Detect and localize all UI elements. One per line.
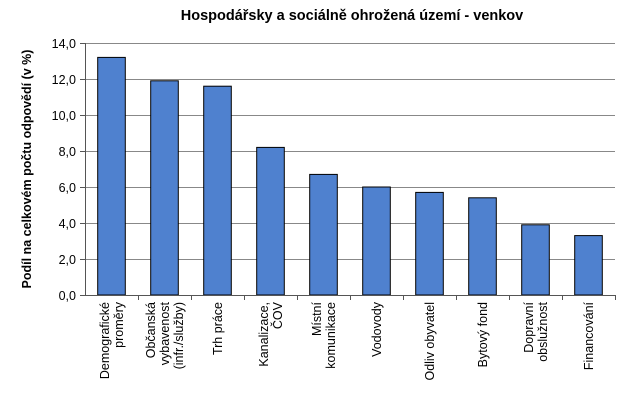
- x-tick-label: Kanalizace, ČOV: [257, 301, 285, 366]
- x-tick-label: Občanská vybavenost (infr./služby): [144, 301, 186, 369]
- x-tick-label-line: obslužnost: [536, 301, 550, 361]
- x-tick-labels: Demografické proměry Občanská vybavenost (in…: [98, 301, 596, 380]
- bar: [309, 173, 338, 296]
- bar: [97, 56, 126, 296]
- x-tick-label: Dopravní obslužnost: [522, 301, 550, 361]
- bar: [468, 197, 497, 296]
- bar: [415, 191, 444, 296]
- y-tick-label: 8,0: [59, 145, 76, 159]
- x-tick-label-line: Místní: [310, 301, 324, 336]
- x-tick-label-line: Odliv obyvatel: [423, 302, 437, 381]
- bar: [203, 85, 232, 296]
- y-tick-label: 10,0: [52, 109, 76, 123]
- x-tick-label: Vodovody: [370, 301, 384, 357]
- bar: [521, 224, 550, 296]
- x-tick-label-line: proměry: [112, 301, 126, 348]
- x-tick-label-line: Bytový fond: [476, 302, 490, 367]
- x-tick-label-line: komunikace: [324, 302, 338, 369]
- bar: [256, 146, 285, 296]
- x-tick-label: Trh práce: [211, 302, 225, 355]
- x-tick-label-line: (infr./služby): [172, 302, 186, 369]
- x-tick-label-line: Dopravní: [522, 301, 536, 352]
- x-tick-label-line: Kanalizace,: [257, 302, 271, 367]
- x-tick-label: Bytový fond: [476, 302, 490, 367]
- y-tick-label: 14,0: [52, 37, 76, 51]
- bar: [574, 235, 603, 296]
- y-axis-label: Podíl na celkovém počtu odpovědí (v %): [20, 50, 34, 289]
- x-tick-label-line: Demografické: [98, 302, 112, 379]
- x-tick-label-line: vybavenost: [158, 301, 172, 365]
- x-tick-label-line: ČOV: [270, 301, 285, 329]
- x-tick-label: Demografické proměry: [98, 301, 126, 379]
- x-tick-label: Financování: [582, 301, 596, 370]
- bar: [150, 80, 179, 296]
- bar: [362, 186, 391, 296]
- y-tick-label: 4,0: [59, 217, 76, 231]
- y-tick-label: 2,0: [59, 253, 76, 267]
- y-tick-labels: 0,0 2,0 4,0 6,0 8,0 10,0 12,0 14,0: [52, 37, 76, 303]
- x-tick-label-line: Vodovody: [370, 301, 384, 357]
- x-tick-label: Odliv obyvatel: [423, 302, 437, 381]
- x-tick-label-line: Financování: [582, 301, 596, 370]
- x-tick-label: Místní komunikace: [310, 301, 338, 368]
- chart-title: Hospodářsky a sociálně ohrožená území - …: [181, 8, 523, 24]
- y-tick-label: 0,0: [59, 289, 76, 303]
- y-tick-label: 6,0: [59, 181, 76, 195]
- y-tick-label: 12,0: [52, 73, 76, 87]
- x-tick-label-line: Trh práce: [211, 302, 225, 355]
- x-tick-label-line: Občanská: [144, 302, 158, 358]
- axes: [85, 43, 615, 296]
